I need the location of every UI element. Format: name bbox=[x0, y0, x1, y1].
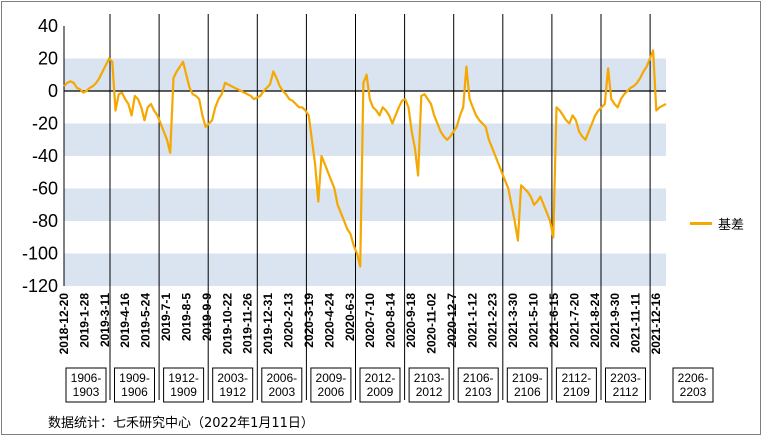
contract-label: 2103- bbox=[414, 371, 445, 385]
grid-bands bbox=[64, 58, 666, 286]
x-tick-label: 2019-12-31 bbox=[261, 293, 275, 355]
contract-label: 2012 bbox=[416, 385, 443, 399]
contract-labels: 1906-1903 1909-1906 1912-1909 2003-1912 2006… bbox=[65, 367, 714, 403]
contract-label: 2012- bbox=[365, 371, 396, 385]
contract-label: 2106 bbox=[514, 385, 541, 399]
contract-label: 2206- bbox=[678, 371, 709, 385]
x-tick-label: 2019-1-28 bbox=[77, 293, 91, 348]
x-tick-label: 2020-9-18 bbox=[404, 293, 418, 348]
x-tick-label: 2020-8-14 bbox=[384, 293, 398, 348]
y-tick-label: -100 bbox=[22, 244, 58, 264]
x-tick-label: 2021-9-30 bbox=[608, 293, 622, 348]
contract-label: 1906- bbox=[71, 371, 102, 385]
x-axis-ticks: 2018-12-20 2019-1-28 2019-3-11 2019-4-16 201… bbox=[57, 293, 663, 355]
contract-label: 1912- bbox=[168, 371, 199, 385]
grid-band bbox=[64, 123, 666, 156]
x-tick-label: 2020-4-24 bbox=[322, 293, 336, 348]
x-tick-label: 2021-6-15 bbox=[547, 293, 561, 348]
x-tick-label: 2021-12-16 bbox=[649, 293, 663, 355]
x-tick-label: 2019-10-22 bbox=[220, 293, 234, 355]
contract-label-box bbox=[506, 367, 548, 403]
contract-label-box bbox=[672, 367, 714, 403]
contract-label: 2009- bbox=[316, 371, 347, 385]
x-tick-label: 2019-5-24 bbox=[139, 293, 153, 348]
x-tick-label: 2019-3-11 bbox=[98, 293, 112, 347]
legend-swatch bbox=[690, 222, 712, 225]
x-tick-label: 2021-8-24 bbox=[588, 293, 602, 348]
y-tick-label: -80 bbox=[32, 211, 58, 231]
x-tick-label: 2021-2-23 bbox=[486, 293, 500, 348]
source-note: 数据统计：七禾研究中心（2022年1月11日） bbox=[48, 416, 314, 431]
contract-roll-lines bbox=[109, 14, 651, 400]
x-tick-label: 2019-8-5 bbox=[179, 293, 193, 341]
contract-label: 2006 bbox=[318, 385, 345, 399]
y-tick-label: 0 bbox=[48, 81, 58, 101]
grid-band bbox=[64, 253, 666, 286]
contract-label: 1903 bbox=[73, 385, 100, 399]
legend: 基差 bbox=[690, 214, 744, 233]
contract-label-box bbox=[261, 367, 303, 403]
y-tick-label: -20 bbox=[32, 114, 58, 134]
contract-label: 2003 bbox=[268, 385, 295, 399]
y-tick-label: -40 bbox=[32, 146, 58, 166]
y-tick-label: -120 bbox=[22, 276, 58, 296]
x-tick-label: 2020-12-7 bbox=[445, 293, 459, 348]
y-axis-ticks: 40 20 0 -20 -40 -60 -80 -100 -120 bbox=[22, 16, 58, 296]
contract-label: 2203- bbox=[610, 371, 641, 385]
contract-label: 2106- bbox=[463, 371, 494, 385]
x-tick-label: 2020-6-3 bbox=[343, 293, 357, 341]
legend-label: 基差 bbox=[718, 218, 745, 233]
x-tick-label: 2019-4-16 bbox=[118, 293, 132, 348]
x-tick-label: 2020-2-13 bbox=[282, 293, 296, 348]
grid-band bbox=[64, 58, 666, 91]
contract-label-box bbox=[212, 367, 254, 403]
contract-label: 1912 bbox=[219, 385, 246, 399]
x-tick-label: 2021-1-12 bbox=[465, 293, 479, 348]
contract-label: 2103 bbox=[465, 385, 492, 399]
x-tick-label: 2019-9-9 bbox=[200, 293, 214, 341]
x-tick-label: 2020-11-02 bbox=[424, 293, 438, 354]
contract-label: 2112- bbox=[561, 371, 591, 385]
x-tick-label: 2019-11-26 bbox=[241, 293, 255, 354]
contract-label: 1909- bbox=[119, 371, 150, 385]
contract-label: 1906 bbox=[121, 385, 148, 399]
x-tick-label: 2018-12-20 bbox=[57, 293, 71, 355]
contract-label: 1909 bbox=[170, 385, 197, 399]
contract-label: 2006- bbox=[266, 371, 297, 385]
y-tick-label: 40 bbox=[38, 16, 58, 36]
contract-label-box bbox=[65, 367, 107, 403]
contract-label-box bbox=[605, 367, 646, 403]
y-tick-label: -60 bbox=[32, 179, 58, 199]
x-tick-label: 2021-7-20 bbox=[567, 293, 581, 348]
contract-label-box bbox=[457, 367, 499, 403]
x-tick-label: 2021-5-10 bbox=[527, 293, 541, 348]
contract-label-box bbox=[408, 367, 450, 403]
contract-label-box bbox=[163, 367, 205, 403]
y-tick-label: 20 bbox=[38, 49, 58, 69]
x-tick-label: 2019-7-1 bbox=[159, 293, 173, 341]
contract-label: 2203 bbox=[680, 385, 707, 399]
contract-label: 2109 bbox=[563, 385, 590, 399]
x-tick-label: 2020-7-10 bbox=[363, 293, 377, 348]
contract-label-box bbox=[114, 367, 155, 403]
x-tick-label: 2020-3-19 bbox=[302, 293, 316, 348]
grid-band bbox=[64, 188, 666, 221]
contract-label: 2009 bbox=[367, 385, 394, 399]
contract-label-box bbox=[555, 367, 597, 403]
series-line-basis bbox=[63, 49, 667, 268]
x-tick-label: 2021-3-30 bbox=[506, 293, 520, 348]
contract-label-box bbox=[310, 367, 352, 403]
x-tick-label: 2021-11-11 bbox=[629, 293, 643, 353]
contract-label: 2109- bbox=[512, 371, 543, 385]
contract-label: 2112 bbox=[613, 385, 639, 399]
contract-label: 2003- bbox=[217, 371, 248, 385]
contract-label-box bbox=[359, 367, 401, 403]
